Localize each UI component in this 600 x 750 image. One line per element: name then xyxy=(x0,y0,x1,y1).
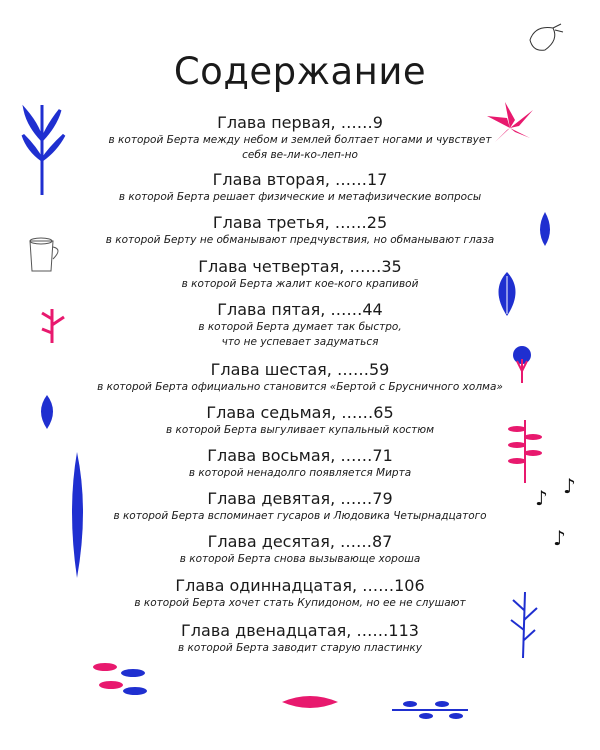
chapter-heading: Глава двенадцатая, ……113 xyxy=(181,621,419,640)
svg-text:♪: ♪ xyxy=(563,475,576,498)
chapter-subtitle: в которой Берта хочет стать Купидоном, н… xyxy=(134,597,466,609)
chapter-subtitle: в которой Берта вспоминает гусаров и Люд… xyxy=(113,510,487,522)
chapter-heading: Глава восьмая, ……71 xyxy=(207,446,393,465)
chapter-subtitle: в которой Берта решает физические и мета… xyxy=(118,191,482,203)
toc-entry: Глава девятая, ……79 в которой Берта вспом… xyxy=(60,489,540,524)
toc-entry: Глава третья, ……25 в которой Берту не обм… xyxy=(60,213,540,248)
blue-branch-icon xyxy=(510,591,538,659)
pink-branch-icon xyxy=(508,420,542,483)
pink-leaf-icon xyxy=(282,696,338,708)
strawberry-icon xyxy=(529,23,564,51)
toc-entry: Глава вторая, ……17 в которой Берта решает… xyxy=(60,170,540,205)
toc-entry: Глава восьмая, ……71 в которой ненадолго п… xyxy=(60,446,540,481)
chapter-heading: Глава четвертая, ……35 xyxy=(198,257,402,276)
pink-sprig-icon xyxy=(41,309,65,343)
music-notes-icon: ♪ ♪♪ xyxy=(535,475,576,550)
blue-leaf-icon xyxy=(498,272,516,316)
toc-entry: Глава двенадцатая, ……113 в которой Берта … xyxy=(60,621,540,656)
flower-icon xyxy=(513,346,531,383)
chapter-subtitle: в которой Берта жалит кое-кого крапивой xyxy=(181,278,419,290)
chapter-subtitle: в которой Берту не обманывают предчувств… xyxy=(105,234,495,246)
toc-entry: Глава седьмая, ……65 в которой Берта выгул… xyxy=(60,403,540,438)
svg-text:♪: ♪ xyxy=(553,526,566,550)
chapter-heading: Глава десятая, ……87 xyxy=(207,532,393,551)
chapter-heading: Глава третья, ……25 xyxy=(212,213,388,232)
toc-entry: Глава первая, ……9 в которой Берта между н… xyxy=(60,113,540,163)
page-title: Содержание xyxy=(173,50,427,93)
blue-long-leaf-icon xyxy=(72,452,83,578)
chapter-subtitle: в которой ненадолго появляется Мирта xyxy=(188,467,412,479)
pink-blue-branch-icon xyxy=(93,663,147,695)
chapter-subtitle: в которой Берта заводит старую пластинку xyxy=(178,642,422,654)
chapter-subtitle: в которой Берта между небом и землей бол… xyxy=(108,134,492,146)
blue-branch-icon xyxy=(392,701,468,719)
blue-leaf-icon xyxy=(41,395,53,429)
chapter-subtitle: что не успевает задуматься xyxy=(221,336,379,348)
chapter-heading: Глава вторая, ……17 xyxy=(212,170,388,189)
chapter-heading: Глава девятая, ……79 xyxy=(207,489,393,508)
toc-entry: Глава четвертая, ……35 в которой Берта жал… xyxy=(60,257,540,292)
chapter-heading: Глава одиннадцатая, ……106 xyxy=(175,576,425,595)
blue-branch-icon xyxy=(21,104,66,195)
svg-text:♪: ♪ xyxy=(535,486,548,510)
chapter-subtitle: в которой Берта думает так быстро, xyxy=(198,321,402,333)
toc-entry: Глава пятая, ……44 в которой Берта думает … xyxy=(60,300,540,350)
pink-leaf-icon xyxy=(487,102,533,142)
mug-icon xyxy=(29,237,59,272)
toc-entry: Глава шестая, ……59 в которой Берта официа… xyxy=(60,360,540,395)
toc-entry: Глава десятая, ……87 в которой Берта снова… xyxy=(60,532,540,567)
chapter-subtitle: в которой Берта выгуливает купальный кос… xyxy=(165,424,435,436)
chapter-heading: Глава пятая, ……44 xyxy=(217,300,383,319)
chapter-subtitle: в которой Берта официально становится «Б… xyxy=(97,381,503,393)
chapter-heading: Глава шестая, ……59 xyxy=(210,360,390,379)
chapter-heading: Глава седьмая, ……65 xyxy=(206,403,394,422)
chapter-subtitle: в которой Берта снова вызывающе хороша xyxy=(179,553,421,565)
toc-entry: Глава одиннадцатая, ……106 в которой Берта… xyxy=(60,576,540,611)
chapter-heading: Глава первая, ……9 xyxy=(217,113,383,132)
chapter-subtitle: себя ве-ли-ко-леп-но xyxy=(242,149,358,161)
blue-leaf-icon xyxy=(540,212,550,246)
